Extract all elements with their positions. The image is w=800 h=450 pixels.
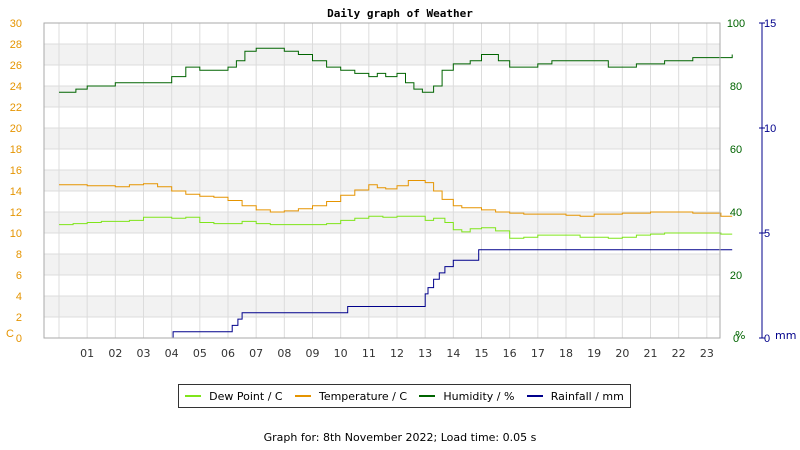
humidity-tick-label: 100 [727, 18, 745, 30]
legend-item-humidity: Humidity / % [419, 390, 514, 403]
plot-band [44, 128, 720, 149]
left-tick-label: 10 [10, 228, 22, 240]
rain-tick-label: 15 [764, 18, 776, 30]
left-tick-label: 18 [10, 144, 22, 156]
x-tick-label: 19 [587, 347, 601, 360]
x-tick-label: 02 [108, 347, 122, 360]
left-tick-label: 2 [16, 312, 22, 324]
left-tick-label: 14 [10, 186, 22, 198]
x-tick-label: 10 [334, 347, 348, 360]
rain-tick-label: 10 [764, 123, 776, 135]
x-tick-label: 03 [137, 347, 151, 360]
x-tick-label: 23 [700, 347, 714, 360]
left-tick-label: 26 [10, 60, 22, 72]
legend-swatch-humidity [419, 395, 436, 397]
series-line-temperature [59, 180, 733, 217]
x-tick-label: 06 [221, 347, 235, 360]
plot-band [44, 254, 720, 275]
plot-band [44, 233, 720, 254]
x-tick-label: 12 [390, 347, 404, 360]
plot-band [44, 107, 720, 128]
rain-axis-unit: mm [775, 329, 796, 342]
humidity-tick-label: 80 [730, 81, 742, 93]
plot-frame [43, 22, 721, 339]
legend-swatch-rainfall [526, 395, 543, 397]
legend-item-rainfall: Rainfall / mm [526, 389, 624, 403]
left-tick-label: 12 [10, 207, 22, 219]
rain-tick-label: 5 [764, 228, 770, 240]
humidity-tick-label: 40 [730, 207, 742, 219]
legend-item-temperature: Temperature / C [294, 389, 408, 403]
left-axis-unit: C [6, 328, 14, 340]
left-tick-label: 30 [10, 18, 22, 30]
x-tick-label: 17 [531, 347, 545, 360]
left-tick-label: 28 [10, 39, 22, 51]
left-tick-label: 4 [16, 291, 22, 303]
plot-band [44, 191, 720, 212]
x-tick-label: 15 [475, 347, 489, 360]
legend-label-humidity: Humidity / % [443, 389, 515, 403]
series-line-rainfall [59, 249, 733, 339]
plot-band [44, 44, 720, 65]
humidity-axis-unit: % [735, 329, 745, 342]
plot-band [44, 317, 720, 338]
left-tick-label: 8 [16, 249, 22, 261]
plot-band [44, 170, 720, 191]
series-line-dew [59, 215, 733, 239]
axes: 0246810121416182022242628300204060801000… [10, 18, 777, 360]
plot-band [44, 23, 720, 44]
rain-tick-label: 0 [764, 333, 770, 345]
x-tick-label: 13 [418, 347, 432, 360]
plot-band [44, 275, 720, 296]
legend-swatch-dew-point [185, 395, 202, 397]
x-tick-label: 21 [644, 347, 658, 360]
x-tick-label: 01 [80, 347, 94, 360]
left-tick-label: 6 [16, 270, 22, 282]
x-tick-label: 04 [165, 347, 179, 360]
x-tick-label: 11 [362, 347, 376, 360]
plot-band [44, 212, 720, 233]
left-tick-label: 24 [10, 81, 22, 93]
chart-title: Daily graph of Weather [327, 7, 473, 20]
legend-label-dew-point: Dew Point / C [209, 389, 283, 403]
humidity-tick-label: 20 [730, 270, 742, 282]
plot-bands [44, 23, 720, 338]
series-layer [59, 47, 733, 339]
legend-label-temperature: Temperature / C [318, 389, 408, 403]
left-tick-label: 22 [10, 102, 22, 114]
x-tick-label: 08 [277, 347, 291, 360]
plot-band [44, 149, 720, 170]
humidity-tick-label: 0 [733, 333, 739, 345]
x-tick-label: 09 [306, 347, 320, 360]
x-tick-label: 16 [503, 347, 517, 360]
x-tick-label: 14 [446, 347, 460, 360]
x-tick-label: 20 [615, 347, 629, 360]
x-tick-label: 05 [193, 347, 207, 360]
series-line-humidity [59, 47, 733, 93]
footer-info: Graph for: 8th November 2022; Load time:… [263, 431, 537, 444]
left-tick-label: 16 [10, 165, 22, 177]
legend-label-rainfall: Rainfall / mm [550, 389, 624, 403]
chart-legend: Dew Point / C Temperature / C Humidity /… [178, 384, 631, 408]
x-tick-label: 07 [249, 347, 263, 360]
humidity-tick-label: 60 [730, 144, 742, 156]
legend-swatch-temperature [294, 395, 311, 397]
x-tick-label: 22 [672, 347, 686, 360]
left-tick-label: 20 [10, 123, 22, 135]
legend-item-dew-point: Dew Point / C [185, 389, 283, 403]
left-tick-label: 0 [16, 333, 22, 345]
x-tick-label: 18 [559, 347, 573, 360]
plot-band [44, 86, 720, 107]
